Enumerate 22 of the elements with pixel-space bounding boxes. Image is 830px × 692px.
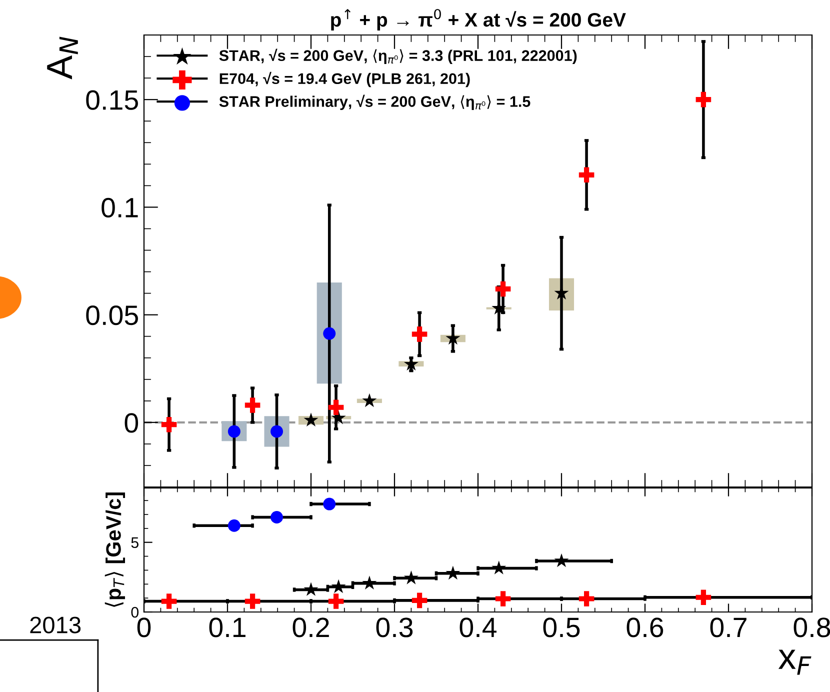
legend-label: STAR Preliminary, √s = 200 GeV, ⟨η$_{π⁰}$⟩ = 1.5 xyxy=(219,94,530,110)
x-tick-label: 0.7 xyxy=(710,618,746,638)
y-tick-label: 0 xyxy=(124,413,138,433)
y-tick-label: 5 xyxy=(131,537,138,548)
y-tick-label: 0.1 xyxy=(102,198,138,218)
text: 2013 xyxy=(30,616,81,634)
y-axis-title: A$_{N}$ xyxy=(47,36,78,80)
x-tick-label: 0.2 xyxy=(292,618,329,638)
y-tick-label: 0.15 xyxy=(86,90,138,110)
x-tick-label: 0.3 xyxy=(376,618,413,638)
y-axis-title: ⟨p$_{T}$⟩ [GeV/c] xyxy=(104,492,126,607)
chart-title: p$^{↑}$ + p → π$^{0}$ + X at √s = 200 GeV xyxy=(331,8,626,31)
legend-label: STAR, √s = 200 GeV, ⟨η$_{π⁰}$⟩ = 3.3 (PRL 101, 222001) xyxy=(219,48,577,64)
x-tick-label: 0.4 xyxy=(460,618,496,638)
x-tick-label: 0.6 xyxy=(626,618,664,638)
x-tick-label: 0.5 xyxy=(543,618,580,638)
legend-label: E704, √s = 19.4 GeV (PLB 261, 201) xyxy=(220,72,470,88)
y-tick-label: 0 xyxy=(131,606,139,618)
y-tick-label: 0.05 xyxy=(86,305,138,326)
x-axis-title: x$_{F}$ xyxy=(778,650,812,675)
x-tick-label: 0.1 xyxy=(209,618,246,638)
x-tick-label: 0.8 xyxy=(794,618,830,638)
